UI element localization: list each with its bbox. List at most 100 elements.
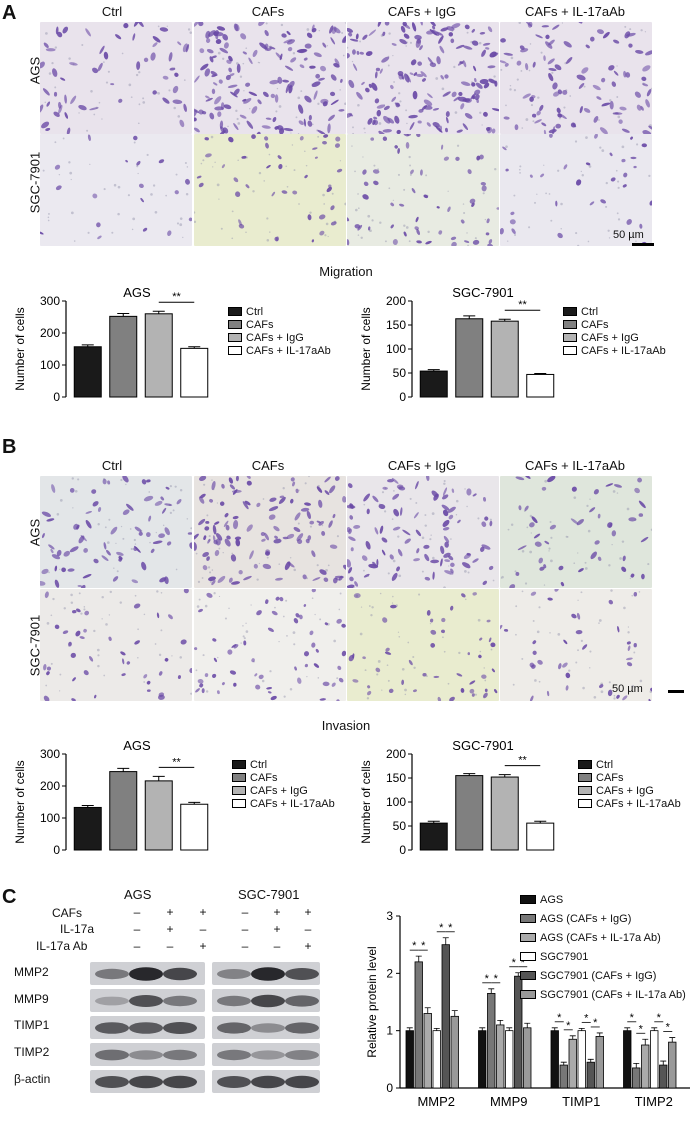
blot-strip [212,1070,320,1093]
panel-letter-b: B [2,436,17,458]
y-tick-label: 200 [40,326,60,340]
treatment-sign: + [304,905,312,919]
error-bar [433,1027,440,1031]
bar [568,1038,577,1089]
bar [455,318,484,398]
significance-label: * [639,1023,644,1035]
legend-item: CAFs + IgG [228,331,331,344]
micrograph-image [500,476,652,588]
error-bar [442,937,449,945]
y-tick-label: 50 [393,366,407,380]
micrograph-image [347,22,499,134]
micrograph-image [40,22,192,134]
error-bar [651,1027,658,1031]
significance-label: * [512,957,517,969]
bar [144,313,173,398]
bar [550,1030,559,1089]
bar [505,1030,514,1089]
scale-bar [632,243,654,246]
column-header-cafs-il17aab: CAFs + IL-17aAb [524,458,626,473]
scale-bar-label: 50 µm [612,683,643,695]
bar [109,771,138,851]
bar [632,1067,641,1089]
bar [496,1024,505,1089]
micrograph-image [40,589,192,701]
error-bar [451,1010,458,1017]
error-bar [427,820,440,824]
panel-letter-a: A [2,2,17,24]
error-bar [534,820,547,824]
blot-strip [212,989,320,1012]
error-bar [506,1027,513,1031]
y-tick-label: 300 [40,294,60,308]
x-tick-label: MMP2 [417,1094,455,1109]
legend-item: Ctrl [578,758,681,771]
bar [423,1013,432,1089]
x-tick-label: MMP9 [490,1094,528,1109]
treatment-sign: + [273,922,281,936]
micrograph-image [40,476,192,588]
significance-label: ** [518,299,527,311]
bar [109,315,138,398]
treatment-sign: + [304,939,312,953]
significance-label: * [593,1017,598,1029]
y-tick-label: 0 [386,1081,393,1095]
chart-title: SGC-7901 [452,738,513,753]
error-bar [497,1019,504,1025]
micrograph-image [347,476,499,588]
blot-strip [212,962,320,985]
y-tick-label: 50 [393,819,407,833]
bar [405,1030,414,1089]
error-bar [488,988,495,994]
chart-title: AGS [123,285,151,300]
group-label-sgc7901: SGC-7901 [238,887,300,902]
error-bar [415,955,422,962]
significance-label: ** [172,756,181,768]
legend-item: CAFs + IgG [578,784,681,797]
error-bar [633,1062,640,1068]
column-header-ctrl: Ctrl [101,4,123,19]
bar [180,803,209,851]
y-tick-label: 200 [386,747,406,761]
bar-chart-migration-sgc7901: SGC-7901 0 50 100 150 200 Number of cells ** [346,285,576,415]
error-bar [551,1027,558,1031]
significance-label: * [630,1012,635,1024]
error-bar [596,1032,603,1037]
y-tick-label: 200 [386,294,406,308]
significance-label: * [412,940,417,952]
legend-item: Ctrl [232,758,335,771]
legend-item: SGC7901 (CAFs + IL-17a Ab) [520,985,686,1004]
panel-letter-c: C [2,886,17,908]
legend-migration-sgc7901: Ctrl CAFs CAFs + IgG CAFs + IL-17aAb [563,305,666,357]
bar [586,1061,595,1089]
y-tick-label: 100 [40,811,60,825]
blot-label-mmp9: MMP9 [14,992,49,1006]
bar [577,1030,586,1089]
blot-strip [90,962,205,985]
significance-label: * [448,922,453,934]
bar [650,1030,659,1089]
bar [668,1041,677,1089]
error-bar [498,318,511,322]
error-bar [463,773,476,776]
error-bar [406,1027,413,1031]
treatment-sign: + [199,939,207,953]
treatment-label-il17a-ab: IL-17a Ab [36,939,88,953]
bar [450,1015,459,1089]
legend-item: SGC7901 (CAFs + IgG) [520,966,686,985]
y-tick-label: 0 [53,843,60,857]
blot-label-timp1: TIMP1 [14,1018,50,1032]
bar-chart-migration-ags: AGS 0 100 200 300 Number of cells ** [0,285,230,415]
legend-item: Ctrl [228,305,331,318]
error-bar [424,1007,431,1014]
legend-item: AGS (CAFs + IL-17a Ab) [520,928,686,947]
error-bar [427,369,440,372]
micrograph-image [194,589,346,701]
column-header-cafs-igg: CAFs + IgG [387,458,457,473]
error-bar [569,1035,576,1040]
treatment-sign: – [273,939,281,953]
section-title-invasion: Invasion [321,718,371,733]
y-axis-label: Number of cells [359,307,373,390]
bar [73,346,102,398]
section-title-migration: Migration [319,264,373,279]
